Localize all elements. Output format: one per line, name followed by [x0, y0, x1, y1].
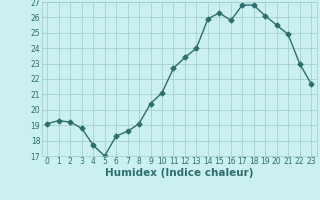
X-axis label: Humidex (Indice chaleur): Humidex (Indice chaleur): [105, 168, 253, 178]
